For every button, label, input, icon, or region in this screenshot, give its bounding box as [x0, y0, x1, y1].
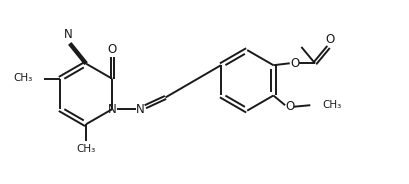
- Text: N: N: [108, 103, 117, 116]
- Text: O: O: [108, 43, 117, 56]
- Text: CH₃: CH₃: [323, 100, 342, 110]
- Text: O: O: [290, 57, 299, 70]
- Text: CH₃: CH₃: [13, 73, 33, 83]
- Text: CH₃: CH₃: [76, 144, 96, 154]
- Text: N: N: [136, 103, 145, 116]
- Text: N: N: [64, 29, 73, 41]
- Text: O: O: [285, 100, 294, 113]
- Text: O: O: [326, 33, 335, 46]
